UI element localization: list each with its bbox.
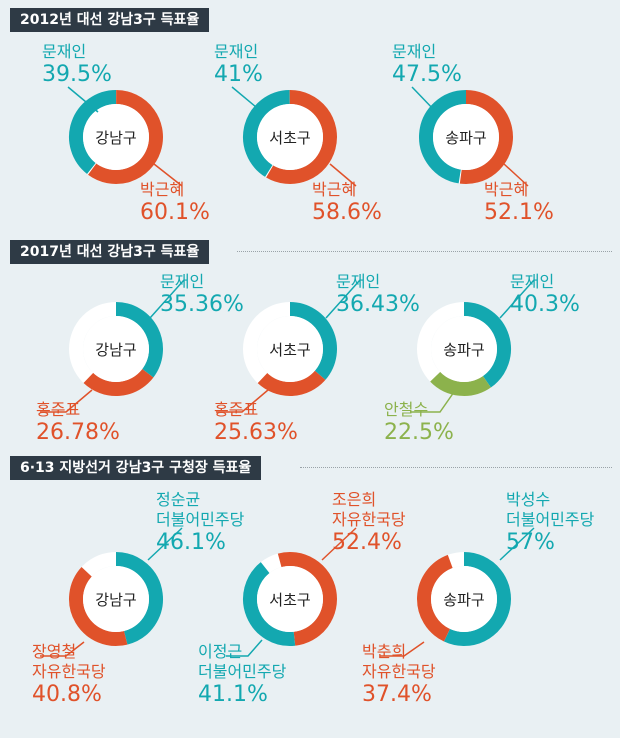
leader-line	[325, 279, 361, 319]
donut-slice	[257, 370, 326, 396]
label-seocho-hong-2017: 홍준표 25.63%	[214, 400, 298, 445]
donut-slice	[83, 368, 154, 396]
donut-slice	[289, 302, 337, 380]
district-label: 서초구	[269, 591, 310, 609]
donut-center	[83, 104, 149, 170]
label-songpa-park-2012: 박근혜 52.1%	[484, 180, 554, 225]
leader-line	[499, 279, 535, 319]
leader-line	[40, 389, 93, 413]
label-seocho-park-2012: 박근혜 58.6%	[312, 180, 382, 225]
donut-slice	[69, 90, 117, 175]
district-label: 강남구	[95, 341, 136, 359]
donut-slice	[463, 302, 511, 388]
label-songpa-moon-2012: 문재인 47.5%	[392, 42, 462, 87]
donut-center	[83, 566, 149, 632]
label-seocho-moon-2012: 문재인 41%	[214, 42, 263, 87]
donut-center	[83, 316, 149, 382]
donut-slice	[430, 371, 491, 396]
leader-line	[40, 641, 85, 657]
donut-slice	[88, 90, 163, 184]
label-songpa-park-2018: 박성수 더불어민주당 57%	[506, 490, 595, 555]
donut-slice	[243, 90, 291, 177]
donut-slice	[243, 562, 296, 646]
leader-line	[380, 641, 425, 657]
label-gangnam-moon-2017: 문재인 35.36%	[160, 272, 244, 317]
divider	[237, 251, 612, 252]
donut-slice	[266, 90, 337, 184]
label-songpa-ahn-2017: 안철수 22.5%	[384, 400, 454, 445]
leader-line	[216, 389, 269, 413]
section-title-2017: 2017년 대선 강남3구 득표율	[10, 240, 210, 264]
label-seocho-cho-2018: 조은희 자유한국당 52.4%	[332, 490, 406, 555]
label-seocho-moon-2017: 문재인 36.43%	[336, 272, 420, 317]
district-label: 서초구	[269, 129, 310, 147]
donut-slice	[444, 552, 511, 646]
district-label: 송파구	[443, 591, 484, 609]
leader-line	[410, 391, 455, 413]
label-gangnam-moon-2012: 문재인 39.5%	[42, 42, 112, 87]
district-label: 송파구	[445, 129, 486, 147]
leader-line	[67, 86, 99, 113]
donut-slice	[459, 90, 513, 184]
donut-slice	[419, 90, 467, 184]
leader-line	[226, 639, 263, 657]
district-label: 강남구	[95, 129, 136, 147]
label-gangnam-park-2012: 박근혜 60.1%	[140, 180, 210, 225]
leader-line	[149, 279, 185, 319]
donut-center	[257, 104, 323, 170]
donut-center	[257, 316, 323, 382]
district-label: 서초구	[269, 341, 310, 359]
label-gangnam-hong-2017: 홍준표 26.78%	[36, 400, 120, 445]
label-gangnam-jung-2018: 정순균 더불어민주당 46.1%	[156, 490, 245, 555]
section-title-2018: 6·13 지방선거 강남3구 구청장 득표율	[10, 456, 262, 480]
leader-line	[499, 527, 535, 561]
label-gangnam-jang-2018: 장영철 자유한국당 40.8%	[32, 642, 106, 707]
leader-line	[231, 86, 263, 113]
label-songpa-parkch-2018: 박춘희 자유한국당 37.4%	[362, 642, 436, 707]
district-label: 송파구	[443, 341, 484, 359]
district-label: 강남구	[95, 591, 136, 609]
donut-slice	[115, 552, 163, 645]
donut-center	[433, 104, 499, 170]
donut-slice	[69, 567, 128, 646]
donut-center	[431, 566, 497, 632]
donut-center	[257, 566, 323, 632]
label-seocho-lee-2018: 이정근 더불어민주당 41.1%	[198, 642, 287, 707]
donut-slice	[115, 302, 163, 378]
section-title-2012: 2012년 대선 강남3구 득표율	[10, 8, 210, 32]
label-songpa-moon-2017: 문재인 40.3%	[510, 272, 580, 317]
leader-line	[411, 86, 437, 113]
divider	[300, 467, 612, 468]
leader-line	[329, 163, 357, 187]
leader-line	[321, 527, 357, 561]
leader-line	[147, 527, 183, 561]
donut-slice	[277, 552, 337, 646]
leader-line	[503, 163, 529, 187]
donut-center	[431, 316, 497, 382]
leader-line	[153, 163, 183, 187]
donut-slice	[417, 554, 453, 642]
